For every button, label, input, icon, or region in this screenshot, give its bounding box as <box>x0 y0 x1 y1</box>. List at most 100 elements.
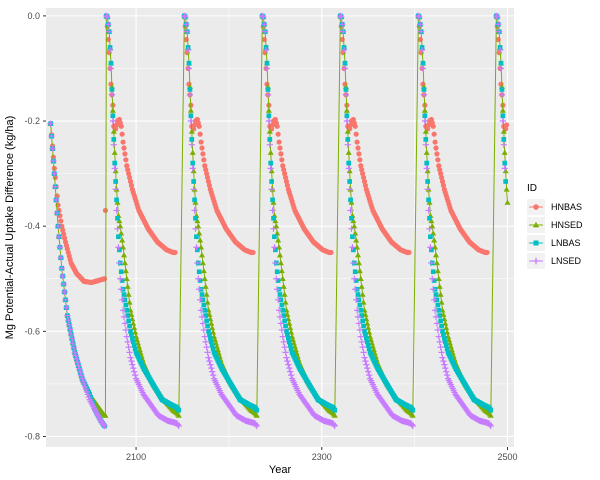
data-point <box>442 339 448 345</box>
data-point <box>63 304 70 311</box>
data-point <box>131 324 138 331</box>
data-point <box>281 313 287 318</box>
data-point <box>502 167 509 174</box>
data-point <box>270 225 277 232</box>
plot-panel <box>46 8 514 447</box>
data-point <box>274 230 281 236</box>
data-point <box>110 128 117 134</box>
data-point <box>496 46 504 54</box>
data-point <box>111 165 118 172</box>
data-point <box>112 167 119 174</box>
data-point <box>434 267 441 274</box>
data-point <box>116 259 123 267</box>
data-point <box>183 21 190 28</box>
data-point <box>190 167 197 174</box>
data-point <box>204 174 211 181</box>
data-point <box>344 128 351 134</box>
data-point <box>358 307 364 313</box>
data-point <box>284 182 291 189</box>
data-point <box>283 178 290 185</box>
data-point <box>437 167 443 173</box>
data-point <box>360 318 365 324</box>
data-point <box>75 362 82 369</box>
data-point <box>267 137 273 142</box>
data-point <box>501 137 507 142</box>
data-point <box>361 178 368 185</box>
data-point <box>263 65 271 72</box>
data-point <box>109 87 115 92</box>
data-point <box>203 313 209 318</box>
data-point <box>359 167 365 173</box>
data-point <box>435 333 442 340</box>
data-point <box>273 275 280 282</box>
data-point <box>209 324 216 331</box>
data-point <box>128 182 135 189</box>
data-point <box>123 302 129 308</box>
data-point <box>204 171 210 177</box>
data-point <box>203 343 210 351</box>
data-point <box>271 215 276 221</box>
data-point <box>340 46 348 54</box>
data-point <box>191 207 198 214</box>
data-point <box>210 372 217 379</box>
data-point <box>503 179 508 184</box>
data-point <box>114 197 119 203</box>
data-point <box>123 275 130 282</box>
data-point <box>362 358 369 365</box>
data-point <box>284 358 291 365</box>
data-point <box>422 113 428 119</box>
data-point <box>254 407 260 413</box>
data-point <box>285 361 292 368</box>
data-point <box>499 117 506 125</box>
data-point <box>426 225 433 232</box>
data-point <box>57 254 64 261</box>
x-tick-label: 2100 <box>126 452 146 462</box>
data-point <box>110 113 116 119</box>
data-point <box>48 133 55 140</box>
data-point <box>275 296 282 303</box>
data-point <box>201 157 207 163</box>
data-point <box>355 252 361 258</box>
data-point <box>130 339 136 345</box>
data-point <box>339 21 346 28</box>
data-point <box>121 292 127 297</box>
data-point <box>433 259 440 266</box>
data-point <box>347 179 352 184</box>
data-point <box>279 302 285 308</box>
data-point <box>121 320 129 327</box>
data-point <box>437 291 444 297</box>
data-point <box>282 174 289 181</box>
data-point <box>433 320 441 327</box>
data-point <box>356 267 363 274</box>
data-point <box>424 186 431 193</box>
data-point <box>193 244 200 251</box>
data-point <box>189 165 196 172</box>
data-point <box>77 368 84 376</box>
data-point <box>283 323 288 329</box>
data-point <box>278 151 284 157</box>
data-point <box>116 234 121 240</box>
data-point <box>343 117 350 125</box>
data-point <box>502 160 508 166</box>
data-point <box>353 307 361 314</box>
data-point <box>353 278 359 283</box>
data-point <box>203 167 209 173</box>
data-point <box>118 230 125 236</box>
data-point <box>281 167 287 173</box>
data-point <box>348 197 353 203</box>
data-point <box>107 65 115 72</box>
data-point <box>126 349 133 356</box>
data-point <box>209 368 216 375</box>
data-point <box>194 234 199 240</box>
data-point <box>440 328 445 334</box>
data-point <box>439 354 446 361</box>
data-point <box>275 307 283 314</box>
data-point <box>436 163 442 169</box>
data-point <box>262 28 269 35</box>
data-point <box>366 346 372 352</box>
data-point <box>277 259 284 266</box>
data-point <box>132 372 139 379</box>
data-point <box>355 145 361 151</box>
data-point <box>286 339 292 345</box>
data-point <box>127 354 134 361</box>
